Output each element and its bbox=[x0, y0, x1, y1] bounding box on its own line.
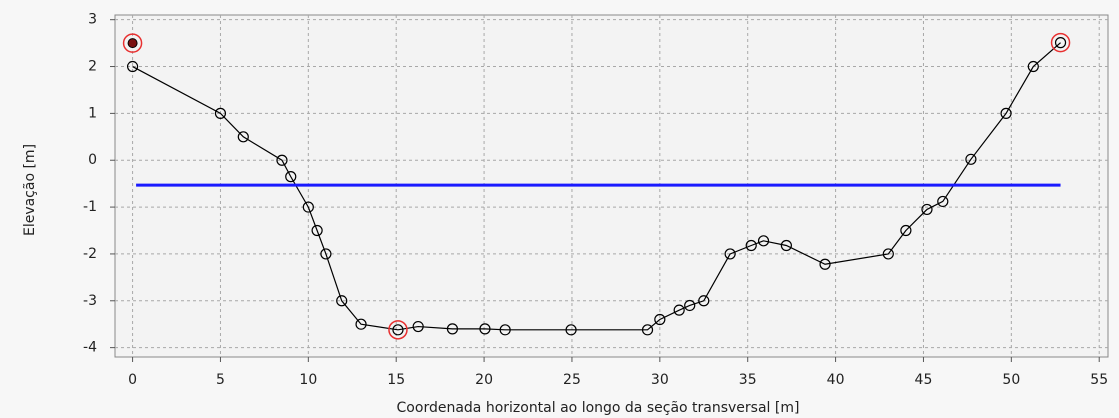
point bbox=[965, 153, 977, 165]
y-tick-label: 3 bbox=[88, 12, 97, 28]
x-axis-label: Coordenada horizontal ao longo da seção … bbox=[397, 400, 800, 416]
point bbox=[237, 131, 249, 143]
point bbox=[392, 324, 404, 336]
point bbox=[937, 195, 949, 208]
point bbox=[654, 313, 666, 326]
y-tick-label: -2 bbox=[83, 246, 97, 262]
highlight bbox=[122, 33, 143, 53]
highlight bbox=[388, 320, 408, 340]
x-tick-label: 45 bbox=[915, 372, 933, 388]
point bbox=[641, 324, 654, 336]
y-tick-label: 2 bbox=[88, 59, 97, 75]
point bbox=[499, 324, 511, 336]
point bbox=[900, 224, 912, 237]
point bbox=[698, 295, 710, 307]
y-axis-label: Elevação [m] bbox=[22, 144, 38, 236]
point bbox=[1027, 60, 1039, 73]
point bbox=[412, 320, 424, 333]
x-tick-label: 30 bbox=[651, 372, 669, 388]
point bbox=[355, 318, 367, 330]
point bbox=[673, 304, 685, 316]
point bbox=[311, 224, 323, 237]
x-tick-label: 40 bbox=[827, 372, 845, 388]
x-tick-label: 50 bbox=[1002, 372, 1020, 388]
y-tick-label: -4 bbox=[83, 340, 97, 356]
x-tick-label: 20 bbox=[475, 372, 493, 388]
highlight bbox=[1050, 32, 1071, 53]
point bbox=[565, 324, 577, 336]
point bbox=[336, 295, 348, 307]
point bbox=[1054, 37, 1067, 49]
x-tick-label: 15 bbox=[387, 372, 405, 388]
point bbox=[127, 38, 138, 49]
point bbox=[320, 248, 332, 260]
point bbox=[126, 60, 139, 73]
point bbox=[921, 203, 933, 216]
point bbox=[276, 154, 288, 166]
x-tick-label: 10 bbox=[299, 372, 317, 388]
profile-line bbox=[132, 42, 1061, 331]
point bbox=[1000, 107, 1012, 119]
point bbox=[745, 239, 757, 252]
y-tick-label: 1 bbox=[88, 105, 97, 121]
x-tick-label: 35 bbox=[739, 372, 757, 388]
y-tick-label: 0 bbox=[88, 152, 97, 168]
point bbox=[302, 201, 314, 213]
point bbox=[214, 107, 227, 119]
point bbox=[819, 258, 831, 270]
x-tick-label: 25 bbox=[563, 372, 581, 388]
point bbox=[446, 323, 459, 335]
point bbox=[757, 235, 770, 247]
point bbox=[780, 239, 792, 252]
y-tick-label: -1 bbox=[83, 199, 97, 215]
point bbox=[684, 299, 696, 312]
x-tick-label: 55 bbox=[1090, 372, 1108, 388]
x-tick-label: 5 bbox=[216, 372, 225, 388]
point bbox=[882, 248, 894, 260]
x-tick-label: 0 bbox=[128, 372, 137, 388]
point bbox=[724, 248, 736, 260]
y-tick-label: -3 bbox=[83, 293, 97, 309]
point bbox=[285, 171, 297, 183]
point bbox=[479, 323, 491, 335]
